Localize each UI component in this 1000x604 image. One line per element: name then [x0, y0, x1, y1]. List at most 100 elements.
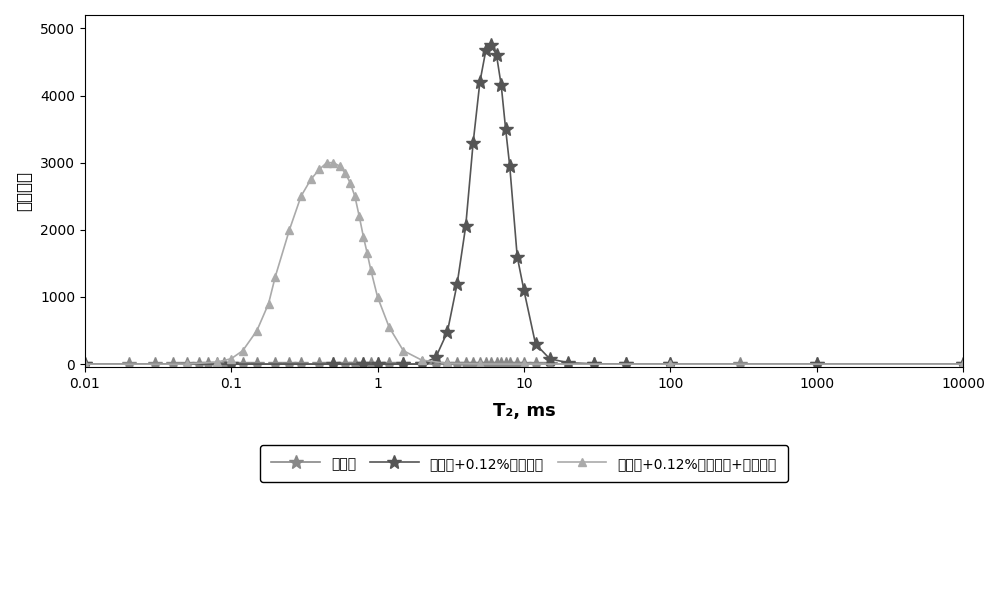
Y-axis label: 信号幅度: 信号幅度: [15, 171, 33, 211]
钒井液+0.12%磺化褐煎: [491, 52, 503, 59]
钒井液+0.12%磺化褐煎+弛象试剂: [518, 361, 530, 368]
钒井液: [467, 361, 479, 368]
钒井液+0.12%磺化褐煎: [430, 354, 442, 361]
钒井液+0.12%磺化褐煎+弛象试剂: [295, 193, 307, 200]
钒井液+0.12%磺化褐煎+弛象试剂: [181, 361, 193, 368]
钒井液+0.12%磺化褐煎: [811, 361, 823, 368]
钒井液+0.12%磺化褐煎: [620, 361, 632, 368]
钒井液: [811, 361, 823, 368]
钒井液+0.12%磺化褐煎: [327, 361, 339, 368]
钒井液: [664, 361, 676, 368]
钒井液: [202, 361, 214, 368]
钒井液+0.12%磺化褐煎: [530, 340, 542, 347]
钒井液+0.12%磺化褐煎+弛象试剂: [957, 361, 969, 368]
钒井液+0.12%磺化褐煎: [957, 361, 969, 368]
钒井液+0.12%磺化褐煎: [397, 361, 409, 368]
钒井液: [734, 361, 746, 368]
钒井液+0.12%磺化褐煎+弛象试剂: [349, 193, 361, 200]
Line: 钒井液+0.12%磺化褐煎: 钒井液+0.12%磺化褐煎: [78, 38, 970, 371]
钒井液: [460, 361, 472, 368]
钒井液+0.12%磺化褐煎: [474, 79, 486, 86]
钒井液: [511, 361, 523, 368]
钒井液+0.12%磺化褐煎: [460, 223, 472, 230]
钒井液: [295, 361, 307, 368]
钒井液+0.12%磺化褐煎+弛象试剂: [353, 213, 365, 220]
钒井液+0.12%磺化褐煎+弛象试剂: [339, 169, 351, 176]
钒井液+0.12%磺化褐煎+弛象试剂: [237, 347, 249, 355]
钒井液: [530, 361, 542, 368]
钒井液+0.12%磺化褐煎: [485, 42, 497, 49]
钒井液+0.12%磺化褐煎+弛象试剂: [251, 327, 263, 334]
钒井液+0.12%磺化褐煎+弛象试剂: [211, 358, 223, 365]
Legend: 钒井液, 钒井液+0.12%磺化褐煎, 钒井液+0.12%磺化褐煎+弛象试剂: 钒井液, 钒井液+0.12%磺化褐煎, 钒井液+0.12%磺化褐煎+弛象试剂: [260, 445, 788, 482]
钒井液+0.12%磺化褐煎+弛象试剂: [361, 249, 373, 257]
钒井液: [397, 361, 409, 368]
Line: 钒井液: 钒井液: [78, 357, 970, 371]
钒井液+0.12%磺化褐煎: [495, 82, 507, 89]
钒井液+0.12%磺化褐煎+弛象试剂: [372, 294, 384, 301]
钒井液+0.12%磺化褐煎+弛象试剂: [357, 233, 369, 240]
钒井液: [365, 361, 377, 368]
钒井液+0.12%磺化褐煎: [511, 253, 523, 260]
钒井液: [957, 361, 969, 368]
钒井液: [491, 361, 503, 368]
钒井液: [588, 361, 600, 368]
钒井液: [193, 361, 205, 368]
钒井液: [500, 361, 512, 368]
钒井液: [167, 361, 179, 368]
钒井液+0.12%磺化褐煎+弛象试剂: [474, 361, 486, 368]
钒井液+0.12%磺化褐煎+弛象试剂: [305, 176, 317, 183]
钒井液+0.12%磺化褐煎: [467, 139, 479, 146]
钒井液: [349, 361, 361, 368]
钒井液: [211, 361, 223, 368]
钒井液+0.12%磺化褐煎+弛象试剂: [327, 159, 339, 166]
钒井液: [181, 361, 193, 368]
钒井液+0.12%磺化褐煎: [588, 360, 600, 367]
钒井液+0.12%磺化褐煎: [441, 328, 453, 335]
钒井液+0.12%磺化褐煎+弛象试剂: [664, 361, 676, 368]
钒井液+0.12%磺化褐煎+弛象试剂: [263, 300, 275, 307]
钒井液+0.12%磺化褐煎: [504, 162, 516, 170]
钒井液+0.12%磺化褐煎: [518, 287, 530, 294]
钒井液: [237, 361, 249, 368]
钒井液: [123, 361, 135, 368]
钒井液+0.12%磺化褐煎: [225, 361, 237, 368]
钒井液+0.12%磺化褐煎+弛象试剂: [269, 273, 281, 280]
钒井液+0.12%磺化褐煎+弛象试剂: [225, 355, 237, 362]
钒井液+0.12%磺化褐煎+弛象试剂: [397, 347, 409, 355]
钒井液+0.12%磺化褐煎+弛象试剂: [283, 226, 295, 234]
钒井液+0.12%磺化褐煎: [416, 361, 428, 368]
钒井液: [562, 361, 574, 368]
钒井液: [357, 361, 369, 368]
钒井液+0.12%磺化褐煎: [544, 355, 556, 362]
钒井液: [544, 361, 556, 368]
X-axis label: T₂, ms: T₂, ms: [493, 402, 555, 420]
钒井液: [269, 361, 281, 368]
钒井液: [218, 361, 230, 368]
钒井液: [480, 361, 492, 368]
钒井液+0.12%磺化褐煎+弛象试剂: [321, 159, 333, 166]
钒井液: [339, 361, 351, 368]
钒井液+0.12%磺化褐煎: [451, 280, 463, 287]
钒井液: [79, 361, 91, 368]
钒井液: [149, 361, 161, 368]
钒井液: [620, 361, 632, 368]
Line: 钒井液+0.12%磺化褐煎+弛象试剂: 钒井液+0.12%磺化褐煎+弛象试剂: [81, 158, 967, 368]
钒井液: [225, 361, 237, 368]
钒井液+0.12%磺化褐煎: [79, 361, 91, 368]
钒井液+0.12%磺化褐煎: [372, 361, 384, 368]
钒井液+0.12%磺化褐煎+弛象试剂: [441, 360, 453, 367]
钒井液: [251, 361, 263, 368]
钒井液: [518, 361, 530, 368]
钒井液+0.12%磺化褐煎+弛象试剂: [313, 165, 325, 173]
钒井液: [504, 361, 516, 368]
钒井液: [441, 361, 453, 368]
钒井液: [383, 361, 395, 368]
钒井液+0.12%磺化褐煎: [480, 47, 492, 54]
钒井液: [430, 361, 442, 368]
钒井液: [313, 361, 325, 368]
钒井液+0.12%磺化褐煎+弛象试剂: [79, 361, 91, 368]
钒井液: [327, 361, 339, 368]
钒井液: [495, 361, 507, 368]
钒井液: [451, 361, 463, 368]
